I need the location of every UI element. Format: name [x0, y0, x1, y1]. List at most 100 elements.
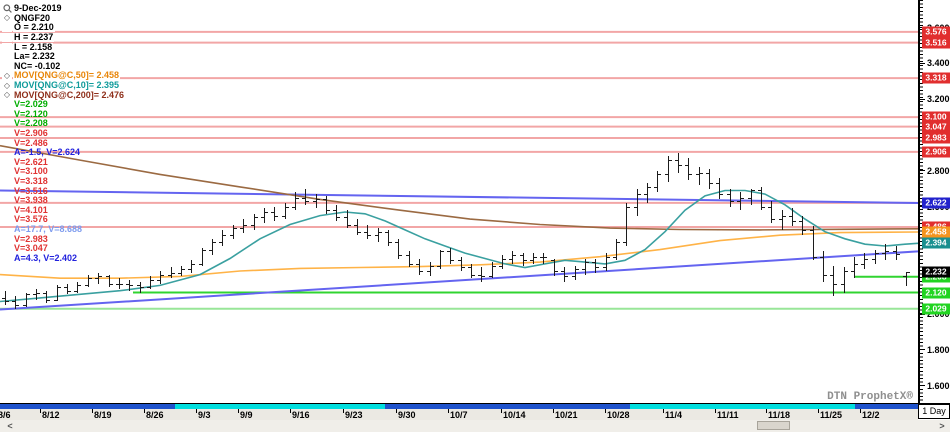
date-axis-label: 9/3	[198, 410, 211, 420]
legend-text: V=2.208	[14, 118, 48, 129]
price-axis-tick	[920, 349, 925, 351]
month-segment-bar	[0, 404, 918, 409]
legend-row: V=3.938	[2, 196, 125, 206]
ohlc-bar	[841, 267, 848, 293]
horizontal-scrollbar[interactable]: < >	[0, 420, 950, 432]
legend-text: MOV[QNG@C,200]= 2.476	[13, 89, 126, 100]
legend-text: H = 2.237	[13, 32, 55, 43]
date-axis-tick	[448, 409, 449, 413]
legend-text: QNGF20	[13, 12, 52, 23]
price-marker-badge: 3.516	[922, 37, 950, 49]
magnifier-icon[interactable]	[2, 4, 12, 14]
legend-row: V=4.101	[2, 205, 125, 215]
legend-indent-spacer	[2, 158, 12, 167]
price-axis-label: 1.800	[927, 344, 950, 355]
date-axis-label: 11/4	[665, 410, 683, 420]
date-axis-tick	[396, 409, 397, 413]
legend-row: 9-Dec-2019	[2, 4, 125, 14]
ohlc-bar	[675, 153, 682, 173]
date-axis-label: 8/12	[42, 410, 60, 420]
date-axis-tick	[343, 409, 344, 413]
ohlc-bar	[903, 272, 910, 286]
date-axis-tick	[290, 409, 291, 413]
date-axis[interactable]: 8/6 8/12 8/19 8/26 9/3 9/9 9/16 9/23 9/30 10/7 10/…	[0, 409, 918, 420]
legend-indent-spacer	[2, 33, 12, 43]
ohlc-bar	[623, 203, 630, 246]
ohlc-bar	[779, 210, 786, 230]
legend-indent-spacer	[2, 23, 12, 33]
ohlc-bar	[799, 216, 806, 235]
legend-indent-spacer	[2, 215, 12, 224]
date-axis-label: 10/21	[555, 410, 578, 420]
ohlc-bar	[188, 260, 195, 273]
ohlc-bar	[23, 293, 30, 307]
price-axis-tick	[920, 170, 925, 172]
price-axis-label: 3.200	[927, 94, 950, 105]
ohlc-bar	[157, 271, 164, 284]
legend-text: V=2.120	[14, 108, 48, 119]
scroll-left-icon[interactable]: <	[7, 421, 13, 431]
legend-indent-spacer	[2, 148, 12, 157]
diamond-icon[interactable]: ◇	[2, 70, 12, 81]
legend-text: V=3.516	[14, 185, 48, 196]
ohlc-bar	[665, 156, 672, 182]
legend-row: V=2.029	[2, 100, 125, 110]
ohlc-bar	[727, 189, 734, 207]
date-axis-tick	[501, 409, 502, 413]
legend-text: V=3.576	[14, 214, 48, 225]
legend-text: L = 2.158	[13, 41, 54, 52]
ohlc-bar	[116, 278, 123, 289]
ohlc-bar	[509, 251, 516, 264]
price-marker-badge: 3.047	[922, 121, 950, 133]
diamond-icon[interactable]: ◇	[2, 13, 12, 23]
date-axis-label: 9/16	[292, 410, 310, 420]
legend-row: ◇ MOV[QNG@C,50]= 2.458	[2, 71, 125, 81]
diamond-icon[interactable]: ◇	[2, 80, 12, 91]
scrollbar-thumb[interactable]	[757, 421, 790, 430]
date-axis-label: 9/23	[345, 410, 363, 420]
legend-text: A=17.7, V=8.688	[14, 223, 83, 234]
ohlc-bar	[748, 189, 755, 205]
ohlc-bar	[830, 266, 837, 296]
date-axis-tick	[860, 409, 861, 413]
ohlc-bar	[851, 257, 858, 278]
ohlc-bar	[768, 201, 775, 223]
price-axis-tick	[920, 62, 925, 64]
date-axis-tick	[144, 409, 145, 413]
legend-indent-spacer	[2, 254, 12, 263]
moving-average-line	[0, 231, 918, 280]
legend-text: V=4.101	[14, 204, 48, 215]
ohlc-bar	[85, 275, 92, 287]
price-axis[interactable]: 3.6003.4003.2002.8002.6002.0001.8001.600…	[918, 0, 950, 403]
interval-label: 1 Day	[922, 406, 946, 416]
legend-indent-spacer	[2, 196, 12, 205]
date-axis-tick	[715, 409, 716, 413]
legend-row: V=3.100	[2, 167, 125, 177]
interval-selector[interactable]: 1 Day	[918, 404, 950, 419]
diamond-icon[interactable]: ◇	[2, 90, 12, 100]
ohlc-bar	[613, 239, 620, 260]
legend-text: NC= -0.102	[13, 60, 62, 71]
moving-average-line	[0, 189, 918, 303]
price-axis-tick	[920, 98, 925, 100]
ohlc-bar	[520, 253, 527, 266]
legend-row: ◇ MOV[QNG@C,10]= 2.395	[2, 81, 125, 91]
ohlc-bar	[126, 280, 133, 291]
ohlc-bar	[178, 266, 185, 276]
ohlc-bar	[251, 214, 258, 230]
legend-indent-spacer	[2, 225, 12, 234]
date-axis-tick	[92, 409, 93, 413]
legend-indent-spacer	[2, 100, 12, 109]
legend-row: O = 2.210	[2, 23, 125, 33]
price-axis-label: 3.400	[927, 58, 950, 69]
legend-row: V=3.047	[2, 244, 125, 254]
chart-legend: 9-Dec-2019 ◇ QNGF20 O = 2.210 H = 2.237 L = 2…	[2, 4, 126, 263]
scroll-right-icon[interactable]: >	[939, 421, 945, 431]
month-segment	[175, 404, 385, 409]
date-axis-label: 9/9	[240, 410, 253, 420]
chart-plot-area[interactable]: 9-Dec-2019 ◇ QNGF20 O = 2.210 H = 2.237 L = 2…	[0, 0, 918, 403]
ohlc-bar	[364, 225, 371, 239]
legend-indent-spacer	[2, 187, 12, 196]
ohlc-bar	[499, 255, 506, 269]
legend-text: A=-1.5, V=2.624	[14, 147, 81, 158]
